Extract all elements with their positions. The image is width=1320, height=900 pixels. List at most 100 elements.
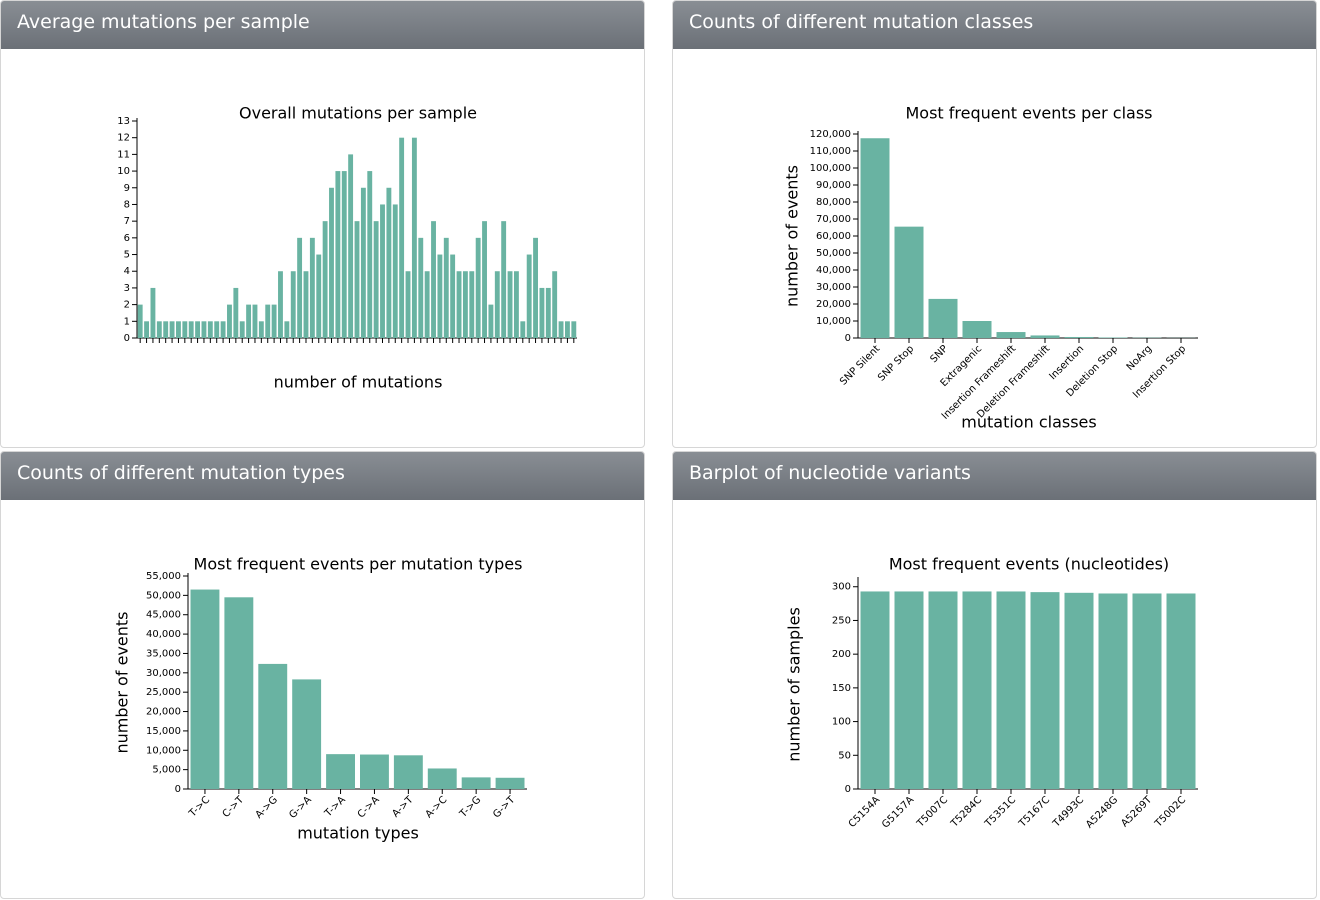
bar (545, 287, 551, 338)
panel-title: Average mutations per sample (1, 1, 644, 49)
y-tick-label: 80,000 (816, 197, 851, 208)
bar (220, 321, 226, 338)
bar (424, 271, 430, 338)
bar (1064, 336, 1094, 338)
x-tick-label: T5284C (949, 794, 985, 830)
bar (392, 204, 398, 338)
bar (860, 138, 890, 338)
bar (360, 754, 389, 789)
bar (335, 171, 341, 338)
bar (144, 321, 150, 338)
y-tick-label: 10,000 (146, 745, 181, 756)
bar (894, 226, 924, 338)
bar (393, 755, 423, 789)
y-tick-label: 150 (832, 683, 851, 694)
bar (431, 221, 436, 338)
bar (246, 304, 252, 338)
y-tick-label: 40,000 (146, 629, 181, 640)
x-tick-label: G->T (491, 794, 518, 821)
bar (367, 171, 373, 338)
bar (201, 321, 207, 338)
bar (322, 221, 328, 338)
y-tick-label: 40,000 (816, 265, 851, 276)
x-tick-label: SNP Silent (838, 343, 882, 387)
chart-title: Overall mutations per sample (239, 104, 477, 123)
bar (462, 271, 468, 338)
x-tick-label: T5002C (1153, 794, 1189, 830)
panel: Counts of different mutation classes (672, 0, 1317, 448)
bar (928, 298, 958, 338)
panel: Counts of different mutation types (0, 451, 645, 899)
y-tick-label: 13 (117, 116, 130, 127)
y-tick-label: 90,000 (816, 180, 851, 191)
bar (292, 679, 322, 789)
bar (309, 237, 315, 338)
bar (571, 321, 577, 338)
y-tick-label: 0 (845, 333, 851, 344)
bar (188, 321, 194, 338)
bar (316, 254, 322, 338)
bar (399, 137, 405, 338)
x-tick-label: T->G (457, 794, 483, 820)
bar (360, 187, 366, 338)
panel-title: Counts of different mutation classes (673, 1, 1316, 49)
y-tick-label: 30,000 (816, 282, 851, 293)
bar (1098, 593, 1128, 789)
bar (450, 254, 456, 338)
bar (482, 221, 487, 338)
bar (860, 591, 890, 789)
bar (1030, 592, 1060, 789)
y-tick-label: 120,000 (810, 129, 851, 140)
bar (894, 591, 924, 789)
bar (526, 254, 532, 338)
y-tick-label: 60,000 (816, 231, 851, 242)
x-tick-label: T5167C (1017, 794, 1053, 830)
x-tick-label: A->C (424, 794, 450, 820)
chart-title: Most frequent events per mutation types (194, 555, 523, 574)
chart-title: Most frequent events (nucleotides) (889, 555, 1169, 574)
bar (258, 663, 288, 789)
x-tick-label: SNP Stop (876, 343, 916, 383)
bar (303, 271, 309, 338)
bar (1030, 335, 1060, 338)
y-tick-label: 20,000 (816, 299, 851, 310)
bar (1166, 593, 1196, 789)
bar (348, 154, 354, 338)
x-tick-label: T5351C (983, 794, 1019, 830)
bar (437, 254, 443, 338)
bar (373, 221, 379, 338)
x-tick-label: C->T (221, 794, 247, 820)
bar (258, 321, 264, 338)
bar (190, 589, 220, 789)
bar (513, 271, 519, 338)
bar (996, 332, 1026, 338)
bar (488, 304, 494, 338)
bar (996, 591, 1026, 789)
bar (427, 768, 457, 789)
y-tick-label: 11 (117, 149, 130, 160)
y-tick-label: 110,000 (810, 146, 851, 157)
bar (1064, 592, 1094, 789)
bar (169, 321, 175, 338)
x-tick-label: C->A (356, 794, 382, 820)
x-tick-label: G->A (287, 794, 314, 821)
bar (520, 321, 526, 338)
bar (501, 221, 507, 338)
bar (558, 321, 564, 338)
bar (182, 321, 188, 338)
y-tick-label: 0 (175, 784, 181, 795)
bar (552, 271, 558, 338)
y-tick-label: 15,000 (146, 726, 181, 737)
y-tick-label: 55,000 (146, 571, 181, 582)
y-tick-label: 6 (124, 233, 130, 244)
bar (1132, 593, 1162, 789)
bar (1098, 337, 1128, 338)
bar (475, 237, 481, 338)
bar (156, 321, 162, 338)
bar (195, 321, 201, 338)
bar (239, 321, 245, 338)
bar (380, 204, 385, 338)
bar (214, 321, 220, 338)
bar (928, 591, 958, 789)
